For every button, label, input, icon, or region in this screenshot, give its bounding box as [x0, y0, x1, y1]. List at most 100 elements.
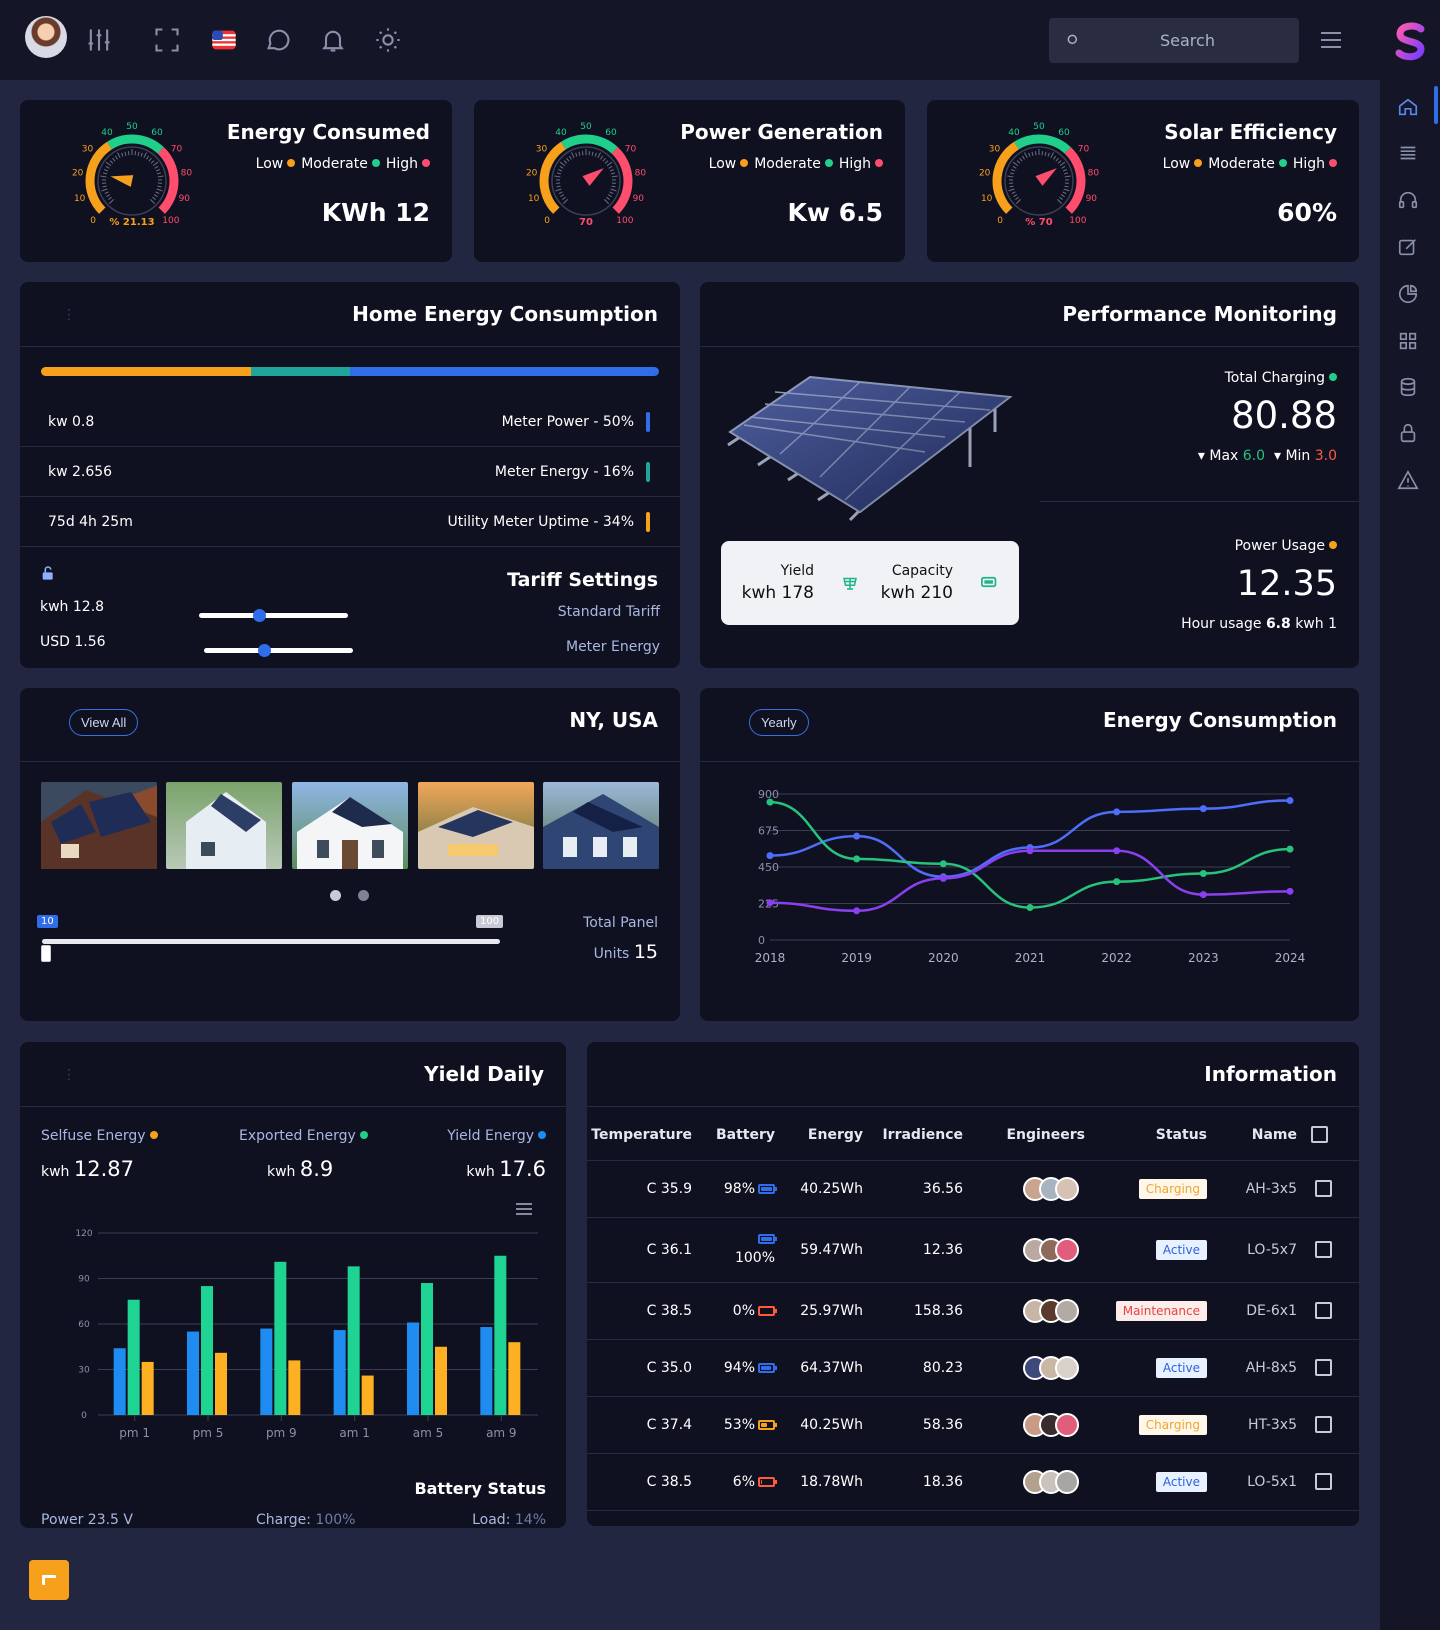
range-handle[interactable]: [41, 945, 51, 962]
pie-chart-icon[interactable]: [1397, 283, 1419, 305]
temperature-cell: C 37.4: [587, 1396, 698, 1454]
database-icon[interactable]: [1397, 376, 1419, 398]
gauge-tick: [108, 196, 112, 200]
x-tick-label: 2024: [1275, 951, 1306, 965]
table-row[interactable]: C 37.4 53% 40.25Wh 58.36 Charging HT-3x5: [587, 1396, 1360, 1454]
slider-knob[interactable]: [252, 609, 266, 622]
gauge-tick: [591, 151, 594, 156]
unlock-icon[interactable]: [40, 565, 56, 581]
gauge-arc: [107, 134, 164, 154]
carousel-dot[interactable]: [358, 890, 369, 901]
sun-icon[interactable]: [374, 26, 402, 54]
engineer-avatars[interactable]: [1023, 1298, 1085, 1323]
engineer-avatars[interactable]: [1023, 1355, 1085, 1380]
house-photo[interactable]: [418, 782, 534, 869]
floating-action-button[interactable]: [29, 1560, 69, 1600]
capacity-label: Capacity: [891, 563, 953, 579]
gauge-energy-consumed: 0 10 20 30 40 50 60 70 80 90 100 % 21.13: [72, 122, 193, 228]
table-row[interactable]: C 38.5 6% 18.78Wh 18.36 Active LO-5x1: [587, 1453, 1360, 1511]
gauge-tick-label: 0: [997, 216, 1003, 226]
brand-logo[interactable]: [1390, 20, 1432, 62]
search-box[interactable]: Search: [1049, 18, 1299, 63]
period-selector-button[interactable]: Yearly: [749, 709, 809, 736]
view-all-button[interactable]: View All: [69, 709, 139, 736]
sliders-icon[interactable]: [85, 26, 113, 54]
data-point: [853, 855, 861, 863]
y-tick-label: 0: [81, 1411, 87, 1421]
engineer-avatars[interactable]: [1023, 1176, 1085, 1201]
meter-row-label: Utility Meter Uptime - 34%: [447, 514, 634, 530]
kebab-icon[interactable]: ⋮: [62, 307, 76, 323]
hour-usage: Hour usage 6.8 kwh 1: [1181, 616, 1337, 632]
x-tick-label: am 9: [486, 1426, 517, 1440]
bar: [187, 1331, 199, 1415]
bell-icon[interactable]: [319, 26, 347, 54]
y-tick-label: 675: [758, 825, 779, 838]
menu-icon[interactable]: [1320, 30, 1342, 50]
energy-share-bar: [41, 367, 659, 376]
home-icon[interactable]: [1397, 96, 1419, 118]
gauge-tick: [1021, 155, 1025, 160]
edit-icon[interactable]: [1397, 236, 1419, 258]
slider-knob[interactable]: [257, 644, 271, 657]
lock-icon[interactable]: [1397, 422, 1419, 444]
engineer-avatars[interactable]: [1023, 1469, 1085, 1494]
irradience-cell: 158.36: [869, 1282, 969, 1340]
gauge-needle: [110, 175, 134, 187]
series-line: [769, 799, 1291, 878]
col-name[interactable]: Name: [1213, 1110, 1303, 1161]
row-checkbox[interactable]: [1315, 1416, 1332, 1433]
house-photo[interactable]: [166, 782, 282, 869]
energy-cell: 18.78Wh: [781, 1453, 869, 1511]
kpi-card-energy-consumed: 0 10 20 30 40 50 60 70 80 90 100 % 21.13 Energy Con…: [20, 100, 452, 262]
data-point: [853, 832, 861, 840]
row-checkbox[interactable]: [1315, 1302, 1332, 1319]
gauge-tick: [100, 175, 107, 178]
col-energy[interactable]: Energy: [781, 1110, 869, 1161]
gauge-tick-label: 50: [1033, 122, 1045, 132]
gauge-tick-label: 100: [162, 216, 179, 226]
table-row[interactable]: C 36.1 100% 59.47Wh 12.36 Active LO-5x7: [587, 1217, 1360, 1283]
gauge-tick: [560, 194, 565, 198]
table-row[interactable]: C 38.5 0% 25.97Wh 158.36 Maintenance DE-6x1: [587, 1282, 1360, 1340]
grid-icon[interactable]: [1397, 330, 1419, 352]
kebab-icon[interactable]: ⋮: [62, 1067, 76, 1083]
select-all-checkbox[interactable]: [1311, 1126, 1328, 1144]
panel-range-slider[interactable]: [42, 939, 500, 944]
table-row[interactable]: C 35.0 94% 64.37Wh 80.23 Active AH-8x5: [587, 1339, 1360, 1397]
us-flag-icon[interactable]: [210, 26, 238, 54]
headset-icon[interactable]: [1397, 189, 1419, 211]
table-row[interactable]: C 35.9 98% 40.25Wh 36.56 Charging AH-3x5: [587, 1160, 1360, 1218]
row-checkbox[interactable]: [1315, 1473, 1332, 1490]
col-irradience[interactable]: Irradience: [869, 1110, 969, 1161]
house-photo[interactable]: [292, 782, 408, 869]
house-photo[interactable]: [41, 782, 157, 869]
chat-icon[interactable]: [264, 26, 292, 54]
avatar[interactable]: [25, 16, 67, 58]
house-photo[interactable]: [543, 782, 659, 869]
gauge-tick-label: 80: [181, 168, 193, 178]
gauge-tick: [594, 152, 597, 157]
tariff-slider-kwh[interactable]: [199, 609, 348, 622]
row-checkbox[interactable]: [1315, 1359, 1332, 1376]
chart-menu-icon[interactable]: [515, 1202, 533, 1216]
bar: [141, 1361, 154, 1415]
col-status[interactable]: Status: [1091, 1110, 1213, 1161]
col-engineers[interactable]: Engineers: [969, 1110, 1091, 1161]
list-icon[interactable]: [1397, 142, 1419, 164]
engineer-avatars[interactable]: [1023, 1412, 1085, 1437]
exported-label: Exported Energy: [239, 1128, 374, 1144]
row-checkbox[interactable]: [1315, 1180, 1332, 1197]
row-checkbox[interactable]: [1315, 1241, 1332, 1258]
bar: [215, 1352, 227, 1415]
gauge-arc: [539, 141, 567, 214]
fullscreen-icon[interactable]: [153, 26, 181, 54]
carousel-dot[interactable]: [330, 890, 341, 901]
warning-icon[interactable]: [1397, 469, 1419, 491]
col-temperature[interactable]: Temperature: [587, 1110, 698, 1161]
tariff-slider-usd[interactable]: [204, 644, 353, 657]
engineer-avatars[interactable]: [1023, 1237, 1085, 1262]
col-battery[interactable]: Battery: [698, 1110, 781, 1161]
gauge-tick: [150, 199, 155, 204]
data-point: [1026, 847, 1034, 855]
